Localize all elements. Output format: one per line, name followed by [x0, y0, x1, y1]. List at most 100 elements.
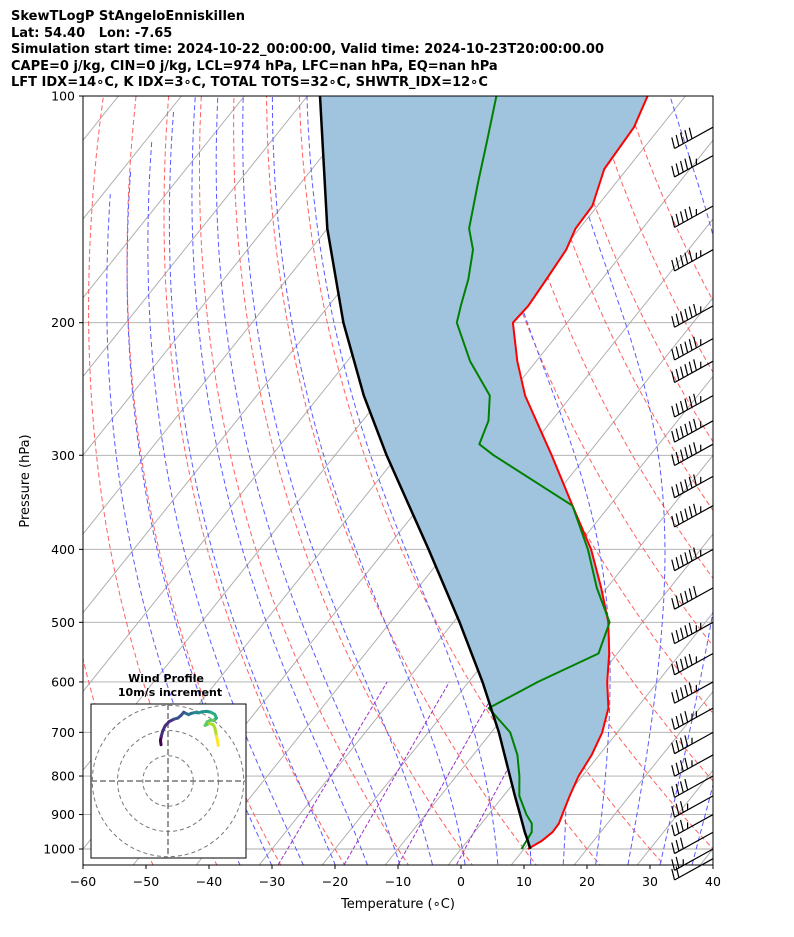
hodograph-ring — [91, 704, 245, 858]
wind-barb-shaft — [674, 505, 714, 528]
wind-barb-feather — [684, 508, 689, 520]
wind-barb-feather — [671, 765, 676, 777]
wind-barb-feather — [679, 737, 684, 749]
wind-barb-feather — [671, 868, 676, 881]
wind-barb-feather — [688, 588, 693, 600]
wind-barb-feather — [679, 254, 684, 267]
moist-adiabat-line — [659, 96, 713, 865]
parcel-line — [318, 96, 532, 850]
chart-title: SkewTLogP StAngeloEnniskillen — [11, 9, 245, 24]
wind-barb-feather — [679, 449, 684, 461]
wind-barb-feather — [679, 160, 684, 173]
wind-barb-feather — [671, 859, 676, 871]
wind-barb-feather — [675, 484, 680, 496]
wind-barb-feather — [675, 513, 680, 525]
dry-adiabat-line — [298, 96, 601, 865]
x-tick-label: −20 — [322, 874, 348, 889]
y-tick-label: 1000 — [43, 842, 75, 857]
wind-barb-shaft — [674, 814, 714, 837]
wind-barb-shaft — [674, 155, 714, 178]
wind-barb-feather — [688, 127, 693, 139]
wind-barb-feather — [671, 316, 676, 328]
profile-layer — [318, 96, 649, 850]
wind-barb-feather — [675, 866, 680, 878]
wind-barb-feather — [688, 653, 693, 666]
dry-adiabat-line — [163, 96, 346, 865]
wind-barb-feather — [675, 856, 680, 869]
dry-adiabat-line — [559, 96, 713, 443]
wind-barb-shaft — [674, 754, 714, 777]
dry-adiabat-line — [527, 96, 713, 512]
wind-barb-feather — [679, 837, 684, 849]
wind-barb-feather — [675, 403, 680, 415]
wind-barb-feather — [688, 682, 693, 694]
wind-barb-feather — [675, 595, 680, 607]
x-tick-label: 30 — [642, 874, 658, 889]
wind-barb-feather — [684, 656, 689, 668]
isotherm-line — [258, 297, 713, 865]
wind-barb-feather — [684, 208, 689, 221]
inset-subtitle: 10m/s increment — [118, 686, 222, 699]
moist-adiabat-line — [191, 96, 369, 865]
moist-adiabat-line — [215, 96, 401, 865]
wind-barb-feather — [671, 165, 676, 178]
index-line: LFT IDX=14∘C, K IDX=3∘C, TOTAL TOTS=32∘C… — [11, 75, 488, 90]
mixing-ratio-line — [343, 681, 450, 865]
wind-barb-feather — [693, 303, 697, 316]
isotherm-line — [0, 62, 83, 881]
dewpoint-line — [455, 96, 611, 850]
wind-barb-feather — [675, 557, 680, 569]
wind-barb-feather — [675, 451, 680, 464]
wind-barb-shaft — [674, 420, 714, 443]
wind-barb-feather — [684, 447, 689, 459]
isotherm-line — [83, 96, 308, 378]
wind-barb-feather — [675, 368, 680, 381]
wind-barb-feather — [679, 801, 684, 813]
wind-barb-feather — [679, 211, 684, 223]
wind-barbs — [671, 126, 714, 881]
wind-barb-feather — [693, 442, 697, 454]
isotherm-line — [83, 96, 371, 456]
wind-barb-feather — [675, 428, 680, 440]
wind-barb-shaft — [674, 587, 714, 610]
wind-barb-feather — [675, 689, 680, 701]
x-tick-label: 40 — [705, 874, 721, 889]
moist-adiabat-line — [691, 783, 713, 865]
wind-barb-feather — [675, 257, 680, 269]
wind-barb-shaft — [674, 848, 714, 871]
hodograph-segment — [216, 739, 220, 747]
wind-barb-feather — [684, 158, 689, 170]
x-tick-label: 0 — [457, 874, 465, 889]
wind-barb-feather — [671, 663, 676, 675]
wind-barb-feather — [675, 630, 680, 642]
wind-barb-feather — [679, 627, 684, 639]
wind-barb-feather — [671, 559, 676, 571]
wind-barb-shaft — [674, 681, 714, 704]
wind-barb-feather — [684, 308, 689, 321]
moist-adiabat-line — [126, 168, 273, 865]
wind-barb-feather — [684, 684, 689, 697]
wind-barb-feather — [688, 476, 693, 489]
wind-barb-feather — [679, 366, 684, 378]
wind-barb-shaft — [674, 652, 714, 676]
wind-barb-feather — [688, 206, 693, 218]
wind-barb-feather — [675, 783, 680, 796]
hodograph-rings — [91, 704, 246, 858]
wind-barb-shaft — [674, 360, 714, 384]
wind-barb-feather — [679, 760, 684, 772]
wind-barb-feather — [684, 341, 689, 353]
mixing-ratio-line — [397, 681, 501, 865]
x-axis-label: Temperature (∘C) — [340, 897, 455, 912]
wind-barb-feather — [684, 710, 689, 723]
wind-barb-feather — [675, 213, 680, 226]
wind-barb-feather — [671, 824, 676, 837]
wind-barb-feather — [671, 632, 676, 644]
isotherm-line — [573, 690, 713, 865]
y-tick-label: 900 — [51, 807, 75, 822]
wind-barb-feather — [675, 740, 680, 752]
isotherm-line — [699, 848, 713, 865]
dry-adiabat-line — [199, 96, 410, 865]
wind-barb-feather — [679, 819, 684, 832]
mixing-ratio-line — [277, 681, 388, 865]
wind-barb-feather — [684, 757, 689, 770]
